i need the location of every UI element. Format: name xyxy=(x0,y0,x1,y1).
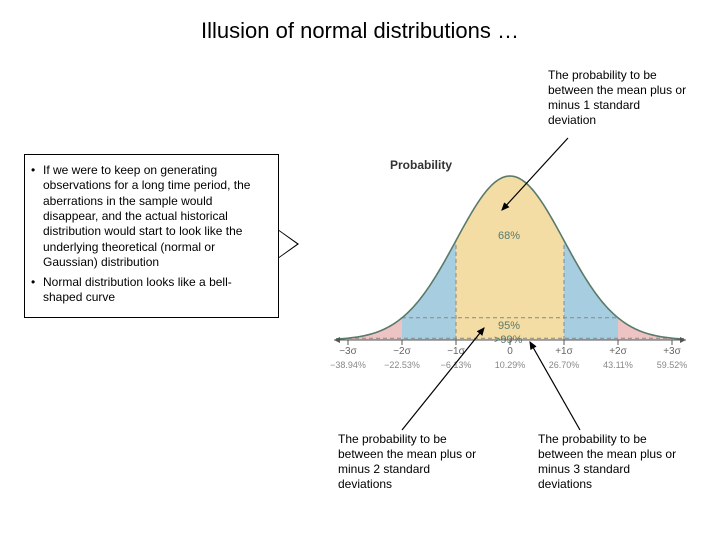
value-label: −6.13% xyxy=(430,360,482,370)
sigma-label: −1σ xyxy=(434,346,478,357)
callout-2sd: The probability to be between the mean p… xyxy=(338,432,478,492)
probability-label: Probability xyxy=(390,158,452,172)
value-label: 59.52% xyxy=(646,360,698,370)
box-pointer-icon xyxy=(279,230,299,258)
slide: Illusion of normal distributions … The p… xyxy=(0,0,720,540)
value-label: −22.53% xyxy=(376,360,428,370)
sigma-label: +3σ xyxy=(650,346,694,357)
bullets-box: If we were to keep on generating observa… xyxy=(24,154,279,318)
value-label: 43.11% xyxy=(592,360,644,370)
pct-95: 95% xyxy=(498,320,520,332)
sigma-label: −2σ xyxy=(380,346,424,357)
normal-distribution-chart: Probability 68% 95% >99% −3σ−38.94%−2σ−2… xyxy=(330,140,690,390)
callout-1sd: The probability to be between the mean p… xyxy=(548,68,688,128)
sigma-label: +2σ xyxy=(596,346,640,357)
bullet-1: If we were to keep on generating observa… xyxy=(31,163,268,271)
sigma-label: +1σ xyxy=(542,346,586,357)
slide-title: Illusion of normal distributions … xyxy=(0,18,720,44)
value-label: 10.29% xyxy=(484,360,536,370)
pct-68: 68% xyxy=(498,230,520,242)
bullet-2: Normal distribution looks like a bell-sh… xyxy=(31,275,268,306)
value-label: 26.70% xyxy=(538,360,590,370)
value-label: −38.94% xyxy=(322,360,374,370)
sigma-label: 0 xyxy=(488,346,532,357)
sigma-label: −3σ xyxy=(326,346,370,357)
pct-99: >99% xyxy=(494,334,522,346)
callout-3sd: The probability to be between the mean p… xyxy=(538,432,678,492)
